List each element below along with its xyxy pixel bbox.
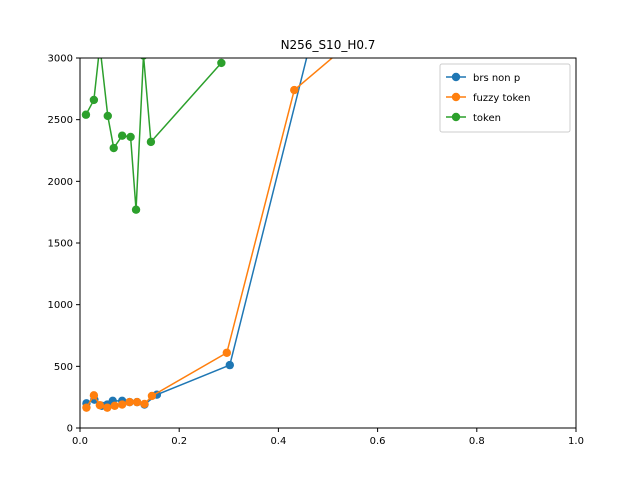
- y-tick-label: 0: [67, 424, 73, 435]
- data-point-fuzzy-token: [82, 403, 91, 412]
- data-point-fuzzy-token: [140, 399, 149, 409]
- data-point-token: [103, 111, 112, 121]
- data-point-token: [109, 143, 118, 153]
- legend-label-fuzzy-token: fuzzy token: [473, 93, 530, 104]
- y-tick-label: 500: [54, 362, 73, 373]
- data-point-token: [146, 137, 156, 147]
- data-point-fuzzy-token: [290, 85, 299, 95]
- legend-label-brs-non-p: brs non p: [473, 73, 520, 84]
- legend: brs non p fuzzy token token: [439, 63, 571, 133]
- data-point-fuzzy-token: [103, 403, 112, 412]
- data-point-fuzzy-token: [89, 391, 99, 400]
- data-point-fuzzy-token: [95, 400, 105, 410]
- y-tick-label: 1000: [48, 300, 73, 311]
- data-point-token: [117, 131, 127, 140]
- y-tick-label: 2500: [48, 115, 73, 126]
- legend-marker-token: [451, 112, 461, 122]
- chart-title: N256_S10_H0.7: [281, 38, 376, 52]
- x-tick-label: 0.0: [72, 436, 88, 447]
- y-tick-label: 3000: [48, 54, 73, 65]
- data-point-fuzzy-token: [132, 397, 142, 407]
- legend-marker-fuzzy-token: [451, 92, 461, 102]
- data-point-token: [96, 41, 104, 49]
- data-point-fuzzy-token: [125, 397, 134, 407]
- series-line-token: [85, 58, 222, 210]
- x-axis: 0.0 0.2 0.4 0.6 0.8 1.0: [72, 428, 584, 447]
- data-point-token: [217, 58, 226, 68]
- data-point-fuzzy-token: [222, 348, 232, 357]
- x-tick-label: 0.2: [171, 436, 187, 447]
- y-tick-label: 1500: [48, 239, 73, 250]
- data-point-fuzzy-token: [110, 401, 119, 410]
- series-line-fuzzy-token: [85, 58, 334, 409]
- x-tick-label: 0.6: [370, 436, 386, 447]
- legend-marker-brs-non-p: [451, 72, 461, 82]
- legend-box: [439, 63, 571, 133]
- legend-label-token: token: [473, 113, 501, 124]
- x-tick-label: 1.0: [568, 436, 584, 447]
- data-point-token: [126, 132, 135, 142]
- x-tick-label: 0.4: [270, 436, 286, 447]
- series-layer: [81, 41, 334, 412]
- series-line-brs-non-p: [86, 58, 308, 407]
- data-point-token: [131, 205, 141, 214]
- data-point-fuzzy-token: [147, 391, 157, 401]
- y-tick-label: 2000: [48, 177, 73, 188]
- data-point-brs-non-p: [225, 360, 234, 370]
- data-point-fuzzy-token: [117, 400, 127, 409]
- y-axis: 0 500 1000 1500 2000 2500 3000: [48, 54, 80, 435]
- data-point-token: [89, 95, 99, 105]
- data-point-token: [81, 110, 91, 119]
- x-tick-label: 0.8: [469, 436, 485, 447]
